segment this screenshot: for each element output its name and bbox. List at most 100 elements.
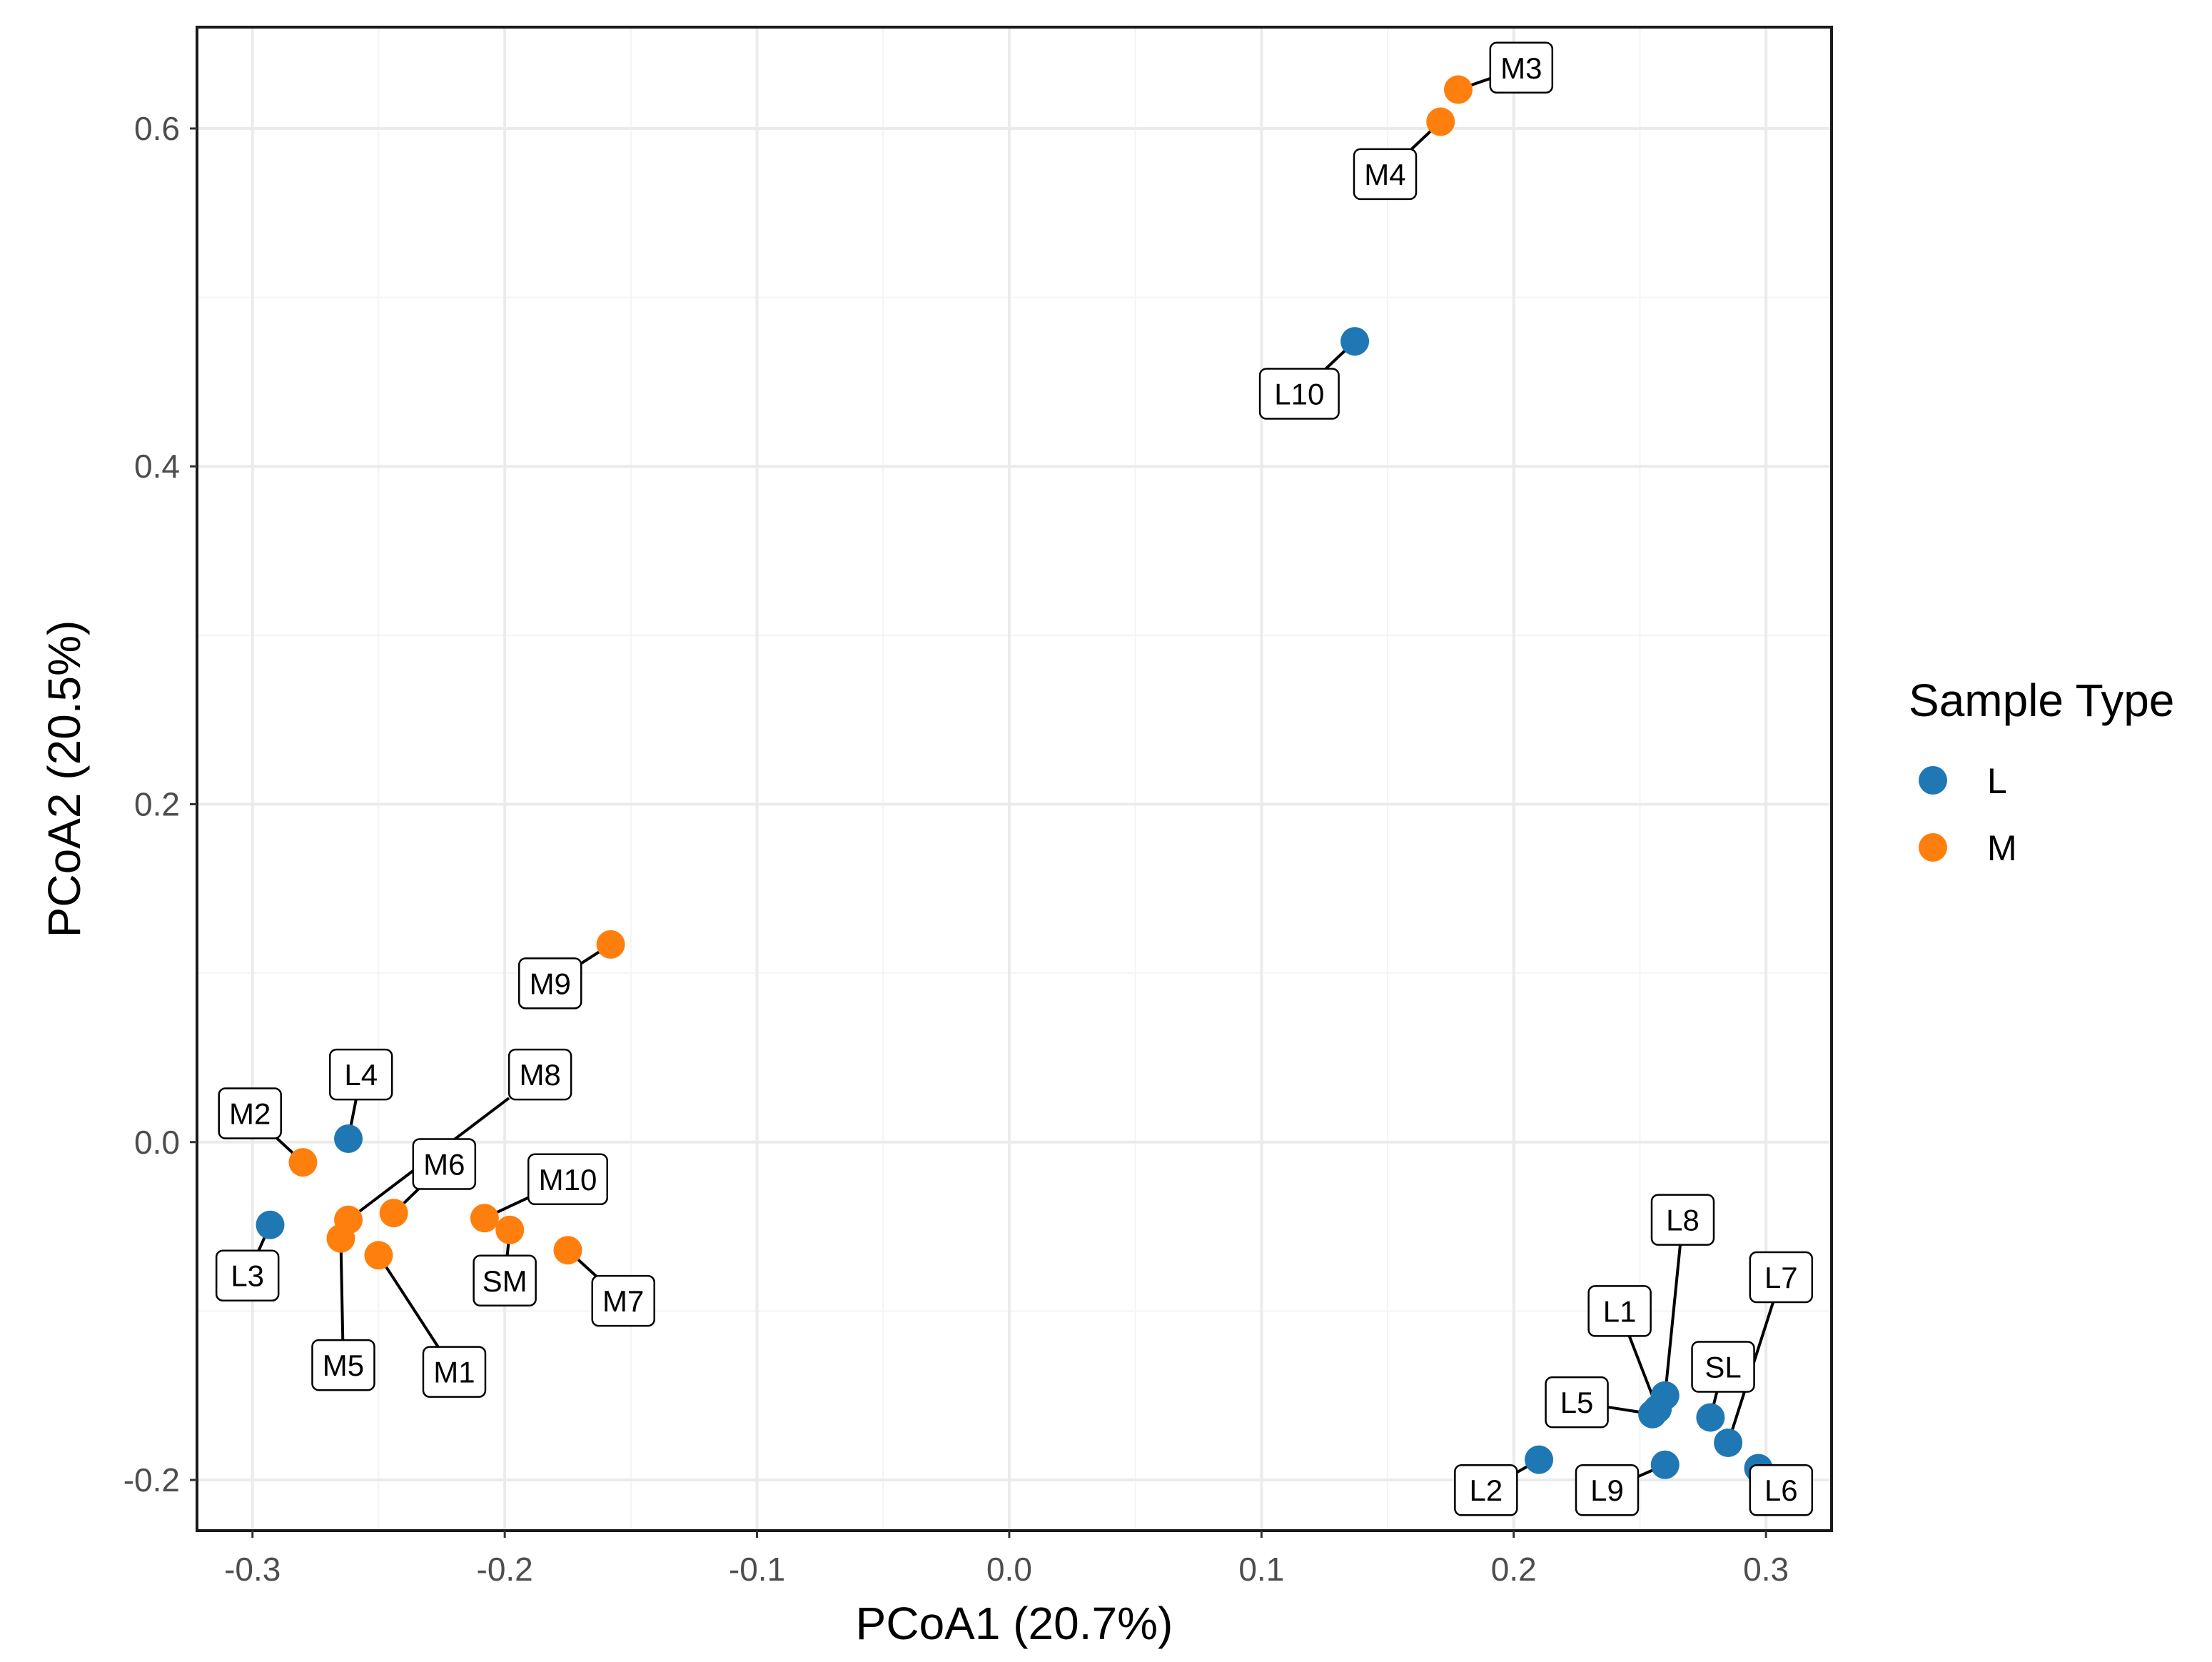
axis-ticks: -0.3 -0.2 -0.1 0.0 0.1 0.2 0.3 -0.2 0.0 0.2 0.4 0.6 xyxy=(123,110,1789,1588)
legend-entries: LM xyxy=(1919,761,2017,868)
point-label-m3: M3 xyxy=(1500,51,1542,85)
point-m8 xyxy=(334,1205,363,1234)
label-box-l5 xyxy=(1545,1376,1609,1429)
leader-line-l1 xyxy=(1627,1335,1655,1399)
point-m6 xyxy=(379,1199,408,1228)
leader-line-l9 xyxy=(1637,1468,1655,1479)
point-m2 xyxy=(288,1148,318,1177)
x-axis-title: PCoA1 (20.7%) xyxy=(856,1598,1173,1649)
label-box-m6 xyxy=(412,1138,477,1190)
plot-panel-border xyxy=(196,26,1833,1532)
point-m10 xyxy=(470,1204,499,1233)
label-box-m1 xyxy=(422,1346,487,1398)
legend-key-m xyxy=(1919,833,1947,862)
label-box-l6 xyxy=(1749,1464,1814,1516)
point-l10 xyxy=(1340,327,1370,356)
leader-line-m5 xyxy=(339,1249,345,1341)
point-label-l10: L10 xyxy=(1274,377,1324,411)
point-m7 xyxy=(553,1236,582,1265)
point-label-m5: M5 xyxy=(323,1349,364,1382)
point-labels: L1 L2 L3 L4 L5 L6 L7 L8 L9 L10 SL M1 M2 M3 M4 M5 M6 M7 M8 M… xyxy=(215,41,1814,1516)
y-tick-label: 0.0 xyxy=(134,1124,180,1161)
label-box-m9 xyxy=(518,957,582,1009)
label-box-sl xyxy=(1691,1341,1755,1393)
point-m3 xyxy=(1443,75,1473,104)
y-tick-label: 0.4 xyxy=(134,448,180,485)
legend-label-m: M xyxy=(1987,828,2017,868)
point-sm xyxy=(495,1215,525,1244)
point-label-l5: L5 xyxy=(1560,1386,1594,1419)
point-l8 xyxy=(1650,1381,1680,1410)
legend-key-l xyxy=(1919,766,1947,795)
x-tick-label: -0.2 xyxy=(477,1551,533,1588)
label-box-l2 xyxy=(1454,1464,1518,1516)
x-tick-label: 0.2 xyxy=(1491,1551,1537,1588)
label-box-l3 xyxy=(215,1249,280,1301)
point-m1 xyxy=(364,1241,393,1270)
point-l7 xyxy=(1714,1428,1743,1457)
y-tick-label: 0.6 xyxy=(134,110,180,147)
leader-line-l10 xyxy=(1325,348,1348,370)
point-label-sl: SL xyxy=(1705,1350,1741,1384)
leader-line-m1 xyxy=(383,1264,440,1348)
label-box-m10 xyxy=(527,1153,608,1206)
x-tick-label: 0.1 xyxy=(1238,1551,1284,1588)
point-sl xyxy=(1696,1403,1725,1432)
y-tick-label: -0.2 xyxy=(123,1461,180,1499)
x-tick-label: -0.3 xyxy=(224,1551,281,1588)
point-label-l4: L4 xyxy=(344,1058,378,1092)
point-label-l2: L2 xyxy=(1469,1474,1503,1507)
point-label-l1: L1 xyxy=(1603,1294,1637,1328)
leader-line-m9 xyxy=(580,949,602,965)
point-label-m4: M4 xyxy=(1364,158,1405,191)
label-box-l9 xyxy=(1575,1464,1640,1516)
legend: Sample Type LM xyxy=(1909,675,2174,868)
x-tick-label: 0.3 xyxy=(1743,1551,1789,1588)
x-tick-label: 0.0 xyxy=(986,1551,1032,1588)
label-box-l1 xyxy=(1587,1285,1652,1337)
point-label-m1: M1 xyxy=(433,1356,475,1389)
grid xyxy=(197,27,1832,1531)
legend-title: Sample Type xyxy=(1909,675,2174,726)
point-label-m2: M2 xyxy=(229,1097,271,1131)
label-box-sm xyxy=(473,1254,537,1307)
point-label-m9: M9 xyxy=(530,967,571,1000)
data-points xyxy=(256,75,1773,1483)
label-box-l4 xyxy=(328,1048,393,1101)
label-box-m3 xyxy=(1489,41,1554,94)
label-box-l8 xyxy=(1650,1194,1715,1246)
point-label-l6: L6 xyxy=(1764,1474,1798,1507)
point-label-m6: M6 xyxy=(423,1148,465,1182)
point-label-l7: L7 xyxy=(1764,1261,1798,1294)
leader-line-l4 xyxy=(349,1099,358,1128)
leader-line-m7 xyxy=(575,1256,597,1277)
leader-line-m4 xyxy=(1410,129,1433,151)
point-label-l8: L8 xyxy=(1666,1204,1700,1237)
point-label-sm: SM xyxy=(483,1264,527,1298)
label-box-m7 xyxy=(591,1274,655,1327)
leader-line-m6 xyxy=(400,1188,420,1207)
label-box-l10 xyxy=(1258,368,1340,420)
point-m4 xyxy=(1426,107,1455,136)
point-label-m7: M7 xyxy=(602,1284,644,1318)
point-l4 xyxy=(334,1124,363,1154)
y-axis-title: PCoA2 (20.5%) xyxy=(39,620,90,938)
point-label-m10: M10 xyxy=(539,1163,597,1197)
label-box-m2 xyxy=(218,1087,282,1139)
point-label-l9: L9 xyxy=(1590,1474,1624,1507)
label-box-m5 xyxy=(311,1339,375,1391)
x-tick-label: -0.1 xyxy=(729,1551,785,1588)
point-l9 xyxy=(1650,1450,1680,1479)
point-label-l3: L3 xyxy=(231,1259,264,1293)
leader-line-m2 xyxy=(276,1137,296,1156)
y-tick-label: 0.2 xyxy=(134,785,180,822)
point-m9 xyxy=(596,930,625,959)
label-box-l7 xyxy=(1749,1251,1814,1304)
legend-label-l: L xyxy=(1987,761,2007,801)
label-box-m4 xyxy=(1353,148,1418,201)
point-l3 xyxy=(256,1210,285,1239)
label-box-m8 xyxy=(507,1048,572,1101)
point-label-m8: M8 xyxy=(519,1058,560,1092)
leader-line-m10 xyxy=(494,1196,530,1215)
